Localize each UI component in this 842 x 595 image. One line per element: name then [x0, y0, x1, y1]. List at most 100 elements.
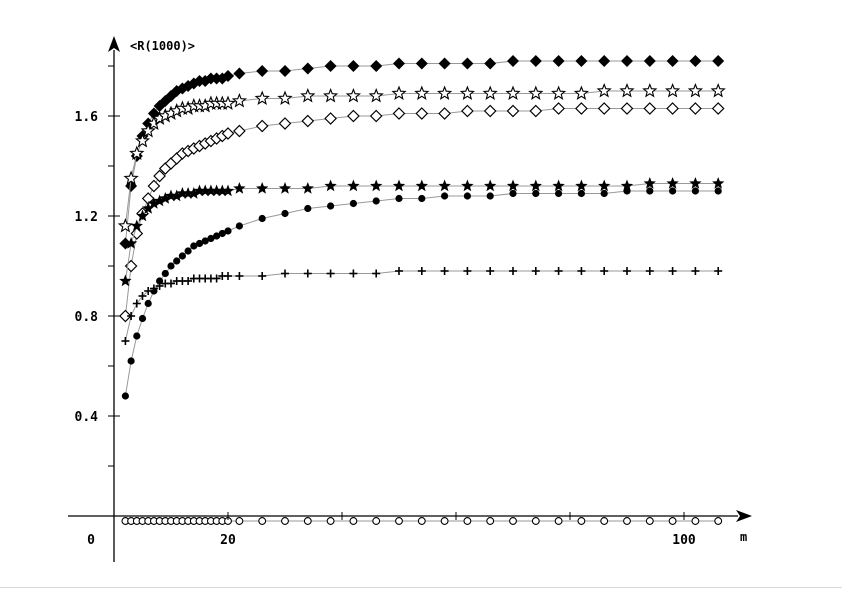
data-point: [418, 194, 426, 203]
data-point: [167, 262, 175, 270]
data-point: [577, 267, 586, 275]
data-point: [326, 269, 335, 278]
data-point: [256, 65, 269, 77]
data-point: [233, 124, 246, 138]
data-point: [258, 517, 267, 525]
data-point: [221, 184, 235, 197]
data-point: [281, 209, 289, 218]
data-point: [669, 187, 677, 195]
data-point: [577, 189, 586, 198]
data-point: [231, 92, 248, 108]
data-point: [235, 222, 243, 230]
data-point: [303, 269, 312, 278]
data-point: [620, 102, 634, 115]
data-point: [619, 82, 635, 98]
data-point: [324, 112, 337, 125]
data-point: [621, 55, 633, 67]
data-point: [575, 179, 588, 192]
series-diamond-open: [119, 102, 725, 323]
series-star-filled: [119, 177, 725, 287]
data-point: [438, 107, 451, 120]
data-point: [181, 187, 195, 199]
data-point: [689, 55, 702, 67]
data-point: [301, 114, 315, 128]
data-point: [691, 187, 700, 195]
data-point: [136, 209, 149, 222]
data-point: [279, 65, 291, 77]
data-point: [278, 182, 292, 194]
data-point: [509, 267, 517, 275]
data-point: [369, 109, 383, 123]
data-point: [486, 517, 495, 525]
data-point: [213, 232, 221, 240]
data-point: [368, 87, 384, 103]
data-point: [144, 287, 153, 295]
data-point: [461, 57, 474, 70]
data-point: [509, 189, 517, 198]
data-point: [666, 55, 679, 67]
data-point: [142, 202, 155, 214]
data-point: [714, 517, 723, 525]
data-point: [184, 247, 192, 255]
data-point: [301, 182, 314, 194]
data-point: [438, 179, 451, 192]
data-point: [347, 109, 360, 123]
data-point: [233, 67, 246, 80]
data-point: [164, 189, 178, 202]
data-point: [224, 272, 232, 280]
data-point: [577, 517, 586, 525]
data-point: [127, 357, 135, 365]
data-point: [714, 187, 722, 195]
data-point: [167, 279, 175, 288]
series-line: [124, 190, 719, 397]
data-point: [550, 85, 567, 100]
data-point: [393, 57, 405, 70]
data-point: [370, 60, 383, 72]
data-point: [147, 179, 161, 193]
data-point: [600, 189, 608, 198]
data-point: [506, 104, 520, 118]
data-point: [347, 179, 360, 192]
data-point: [691, 267, 700, 275]
data-point: [463, 517, 472, 525]
data-point: [620, 179, 634, 192]
data-point: [322, 87, 339, 103]
data-point: [531, 267, 540, 275]
data-point: [204, 184, 218, 197]
data-point: [212, 274, 221, 283]
data-point: [372, 197, 380, 205]
data-point: [552, 55, 565, 67]
y-axis-arrow: [108, 36, 120, 52]
data-point: [438, 57, 451, 70]
data-point: [459, 85, 476, 100]
data-point: [326, 517, 335, 525]
data-point: [184, 277, 193, 285]
data-point: [529, 179, 542, 192]
data-point: [304, 204, 312, 213]
data-point: [643, 102, 657, 115]
y-tick-label: 0.8: [75, 310, 99, 325]
data-point: [507, 55, 519, 67]
data-point: [372, 269, 381, 278]
data-point: [224, 227, 232, 235]
data-point: [415, 179, 428, 192]
data-point: [392, 107, 406, 120]
data-point: [303, 517, 312, 525]
data-point: [124, 237, 138, 249]
data-point: [552, 102, 565, 115]
data-point: [129, 145, 145, 160]
data-point: [440, 517, 449, 525]
data-point: [123, 170, 139, 185]
data-point: [597, 102, 611, 115]
data-point: [461, 104, 474, 118]
data-point: [349, 269, 358, 278]
data-point: [210, 184, 223, 197]
data-point: [193, 184, 206, 197]
data-point: [415, 107, 429, 120]
data-point: [130, 227, 144, 240]
data-point: [668, 267, 677, 275]
data-point: [170, 189, 183, 202]
data-point: [482, 85, 498, 100]
series-circle-open: [121, 517, 723, 525]
data-point: [176, 187, 189, 199]
